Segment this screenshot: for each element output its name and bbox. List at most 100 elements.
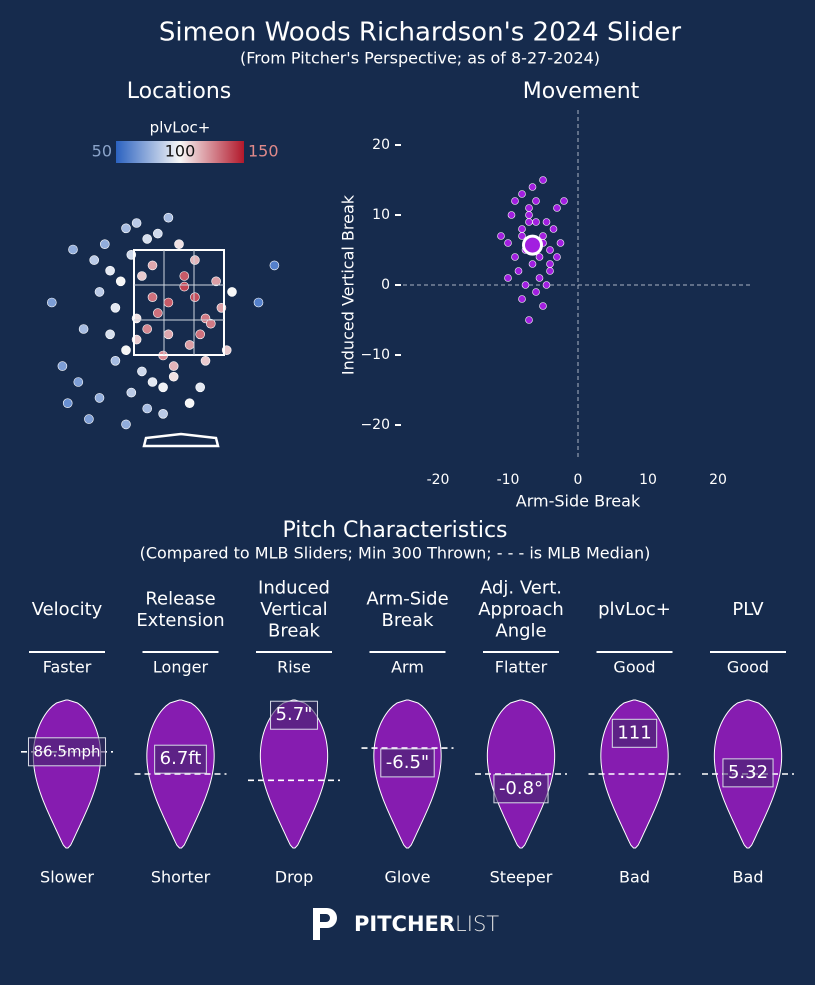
metric-name: plvLoc+ xyxy=(598,599,671,620)
subtitle: (From Pitcher's Perspective; as of 8-27-… xyxy=(240,49,600,68)
pitch-point xyxy=(68,244,78,255)
pitch-point xyxy=(539,302,547,310)
pitch-point xyxy=(200,355,211,366)
pitch-point xyxy=(525,211,533,219)
pitch-point xyxy=(190,255,200,265)
panel-title: Movement xyxy=(523,79,640,104)
value-label: -6.5" xyxy=(386,752,429,773)
pitch-point xyxy=(121,345,131,356)
home-plate xyxy=(142,432,220,448)
section-title: Pitch Characteristics xyxy=(282,518,507,543)
title: Simeon Woods Richardson's 2024 Slider xyxy=(159,18,682,48)
pitch-point xyxy=(147,292,158,303)
pitch-point xyxy=(115,276,126,287)
pitch-point xyxy=(195,382,205,393)
pitch-point xyxy=(174,239,184,249)
pitch-point xyxy=(535,274,544,282)
pitch-point xyxy=(121,419,131,430)
pitch-point xyxy=(142,403,152,414)
value-box xyxy=(722,758,774,788)
pitch-point xyxy=(553,204,561,212)
metric-name: Angle xyxy=(495,621,546,642)
panel-title: Locations xyxy=(127,79,232,104)
value-label: 5.32 xyxy=(728,762,768,783)
pitch-point xyxy=(131,218,142,228)
value-label: 86.5mph xyxy=(33,742,100,760)
value-label: -0.8° xyxy=(499,778,543,799)
high-label: Good xyxy=(613,658,655,677)
y-tick-label: −20 xyxy=(360,417,390,433)
pitch-point xyxy=(514,267,523,275)
pitch-point xyxy=(553,253,561,261)
pitch-point xyxy=(105,329,115,340)
logo-icon xyxy=(313,908,337,940)
pitch-point xyxy=(94,287,105,297)
pitch-point xyxy=(46,297,57,308)
value-box xyxy=(493,774,549,804)
pitch-point xyxy=(142,324,152,334)
pitch-point xyxy=(535,253,544,261)
pitch-point xyxy=(546,246,554,254)
metric-name: Adj. Vert. xyxy=(480,578,562,599)
pitch-point xyxy=(73,377,84,387)
metric-name: Arm-Side xyxy=(366,588,448,609)
low-label: Slower xyxy=(40,868,94,887)
pitch-point xyxy=(195,329,205,340)
y-tick-label: 20 xyxy=(372,137,390,153)
pitch-point xyxy=(142,234,152,244)
pitch-point xyxy=(84,414,94,424)
value-box xyxy=(27,737,107,767)
x-tick-label: -20 xyxy=(427,472,450,488)
pitch-point xyxy=(539,176,547,184)
pitch-point xyxy=(542,218,551,226)
low-label: Steeper xyxy=(490,868,553,887)
colorbar-label: plvLoc+ xyxy=(150,119,211,137)
pitch-point xyxy=(163,329,174,340)
colorbar xyxy=(116,141,244,163)
x-tick-label: 10 xyxy=(639,472,657,488)
pitch-point xyxy=(542,281,551,289)
pitch-point xyxy=(532,288,540,296)
pitch-point xyxy=(211,276,221,287)
pitch-point xyxy=(518,295,526,303)
metric-name: Velocity xyxy=(32,599,103,620)
pitch-point xyxy=(184,340,195,350)
value-label: 111 xyxy=(617,722,651,743)
low-label: Glove xyxy=(385,868,431,887)
y-tick-label: 10 xyxy=(372,207,390,223)
pitch-point xyxy=(158,382,168,393)
low-label: Bad xyxy=(733,868,764,887)
value-box xyxy=(154,744,207,774)
brand-light: LIST xyxy=(455,912,499,936)
pitch-point xyxy=(179,271,190,281)
value-label: 6.7ft xyxy=(160,748,202,769)
brand-bold: PITCHER xyxy=(354,912,455,936)
pitch-point xyxy=(518,190,526,198)
pitch-point xyxy=(507,211,516,219)
metric-name: Vertical xyxy=(260,599,327,620)
pitch-point xyxy=(153,228,163,239)
pitch-point xyxy=(158,408,168,419)
low-label: Drop xyxy=(275,868,314,887)
pitch-point xyxy=(190,292,200,303)
pitch-point xyxy=(549,225,558,233)
pitch-point xyxy=(147,260,158,271)
pitch-point xyxy=(153,308,163,318)
pitch-point xyxy=(518,232,526,240)
pitch-point xyxy=(546,267,554,275)
high-label: Good xyxy=(727,658,769,677)
y-tick-label: 0 xyxy=(381,277,390,293)
pitch-point xyxy=(528,183,537,191)
pitch-point xyxy=(126,387,137,398)
pitch-point xyxy=(163,212,174,223)
x-tick-label: 20 xyxy=(709,472,727,488)
average-point xyxy=(522,234,543,256)
strike-zone xyxy=(133,249,225,356)
pitch-point xyxy=(497,232,505,240)
pitch-point xyxy=(184,398,195,409)
low-label: Shorter xyxy=(151,868,211,887)
metric-name: Approach xyxy=(478,599,564,620)
metric-name: Induced xyxy=(258,578,330,599)
pitch-point xyxy=(121,223,131,234)
